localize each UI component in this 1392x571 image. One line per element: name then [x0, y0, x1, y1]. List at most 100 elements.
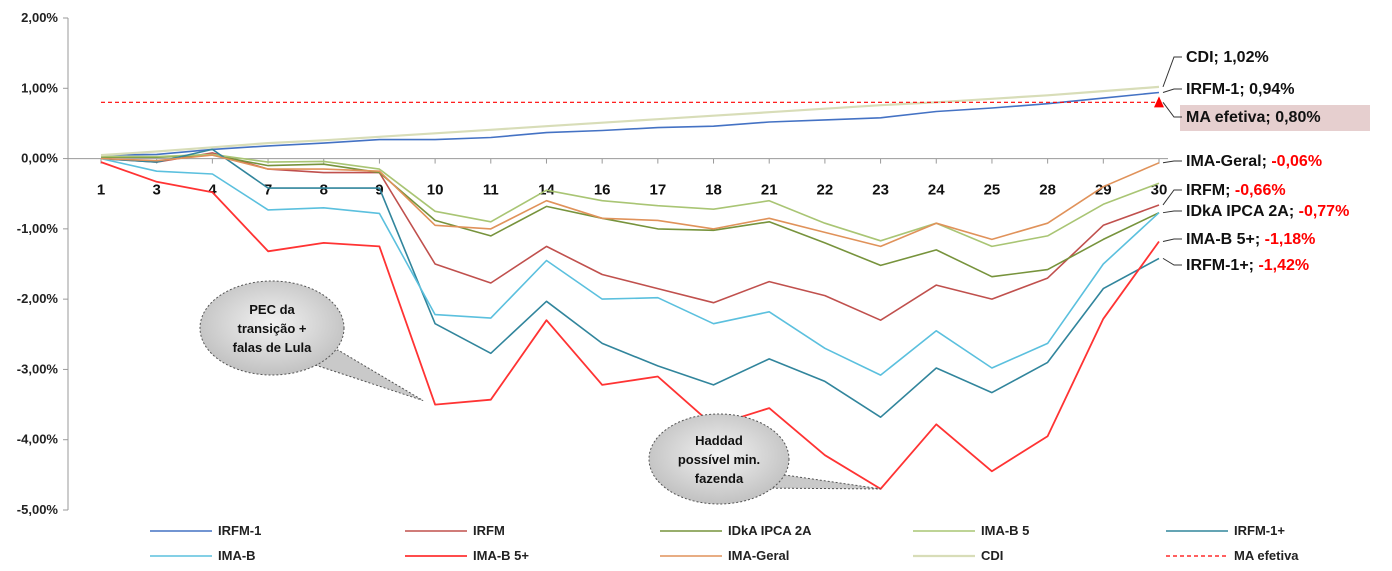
- y-axis: -5,00% -4,00% -3,00% -2,00% -1,00% 0,00% 1,00%…: [17, 10, 69, 517]
- end-label-name: MA efetiva;: [1186, 109, 1275, 126]
- legend-item-cdi: CDI: [913, 548, 1003, 563]
- end-label-value: 1,02%: [1223, 49, 1268, 66]
- y-tick-label: -1,00%: [17, 221, 59, 236]
- x-tick-label: 18: [705, 182, 722, 199]
- x-tick-label: 11: [483, 182, 499, 199]
- x-tick-label: 16: [594, 182, 611, 199]
- y-tick-label: -3,00%: [17, 361, 59, 376]
- end-label-highlight: [1180, 105, 1370, 131]
- end-label-value: -1,42%: [1258, 257, 1309, 274]
- end-label-leader: [1162, 102, 1182, 118]
- legend-label: IDkA IPCA 2A: [728, 523, 812, 538]
- callout-bubble: Haddad possível min. fazenda: [648, 413, 881, 505]
- x-tick-label: 29: [1095, 182, 1112, 199]
- end-label-leader: [1162, 88, 1182, 93]
- legend-label: CDI: [981, 548, 1003, 563]
- legend-item-ima-b-5: IMA-B 5: [913, 523, 1029, 538]
- callout-text: transição +: [237, 321, 306, 336]
- callout-text: Haddad: [695, 433, 743, 448]
- end-label-name: IDkA IPCA 2A;: [1186, 203, 1299, 220]
- legend-label: IMA-Geral: [728, 548, 789, 563]
- end-label-leader: [1162, 56, 1182, 88]
- legend-label: IMA-B 5+: [473, 548, 529, 563]
- end-label-ima-geral: IMA-Geral; -0,06%: [1186, 153, 1322, 170]
- end-label-leader: [1162, 238, 1182, 242]
- x-tick-label: 3: [153, 182, 161, 199]
- end-label-value: -0,06%: [1271, 153, 1322, 170]
- series-line-ima-geral: [100, 154, 1160, 248]
- end-label-irfm-1: IRFM-1; 0,94%: [1186, 81, 1294, 98]
- end-label-name: CDI;: [1186, 49, 1223, 66]
- legend-item-ma-efetiva: MA efetiva: [1166, 548, 1299, 563]
- series-line-ima-b: [100, 157, 1160, 376]
- series-line-ima-b-5: [101, 153, 1160, 248]
- callout-text: possível min.: [678, 452, 760, 467]
- x-tick-label: 21: [761, 182, 778, 199]
- end-label-irfm: IRFM; -0,66%: [1186, 182, 1286, 199]
- series-line-ima-b-5: [100, 161, 1160, 490]
- series-line-idka-ipca-2a: [101, 154, 1160, 278]
- series-line-cdi: [100, 85, 1160, 157]
- end-label-value: -0,66%: [1235, 182, 1286, 199]
- x-tick-label: 4: [208, 182, 217, 199]
- end-label-value: 0,80%: [1275, 109, 1320, 126]
- legend-label: MA efetiva: [1234, 548, 1299, 563]
- end-label-value: -1,18%: [1265, 231, 1316, 248]
- end-label-idka-ipca-2a: IDkA IPCA 2A; -0,77%: [1186, 203, 1349, 220]
- y-tick-label: -4,00%: [17, 432, 59, 447]
- end-label-leader: [1162, 160, 1182, 164]
- annotations: PEC da transição + falas de Lula Haddad poss…: [199, 280, 881, 505]
- callout-text: falas de Lula: [233, 340, 313, 355]
- legend-item-ima-b: IMA-B: [150, 548, 256, 563]
- legend-label: IMA-B 5: [981, 523, 1029, 538]
- series-line-irfm-1: [100, 148, 1160, 419]
- end-label-name: IMA-Geral;: [1186, 153, 1271, 170]
- end-label-cdi: CDI; 1,02%: [1186, 49, 1269, 66]
- legend-label: IMA-B: [218, 548, 256, 563]
- series-group: [100, 85, 1164, 490]
- end-label-irfm-1: IRFM-1+; -1,42%: [1186, 257, 1309, 274]
- legend-item-ima-geral: IMA-Geral: [660, 548, 789, 563]
- x-tick-label: 24: [928, 182, 945, 199]
- y-tick-label: -2,00%: [17, 291, 59, 306]
- y-tick-label: -5,00%: [17, 502, 59, 517]
- end-label-name: IRFM;: [1186, 182, 1235, 199]
- x-tick-label: 10: [427, 182, 444, 199]
- legend-item-idka-ipca-2a: IDkA IPCA 2A: [660, 523, 812, 538]
- series-line-irfm-1: [100, 91, 1160, 156]
- end-label-value: -0,77%: [1299, 203, 1350, 220]
- end-label-ima-b-5: IMA-B 5+; -1,18%: [1186, 231, 1315, 248]
- end-label-name: IMA-B 5+;: [1186, 231, 1265, 248]
- end-label-value: 0,94%: [1249, 81, 1294, 98]
- end-label-name: IRFM-1;: [1186, 81, 1249, 98]
- end-label-name: IRFM-1+;: [1186, 257, 1258, 274]
- end-label-leader: [1162, 257, 1182, 266]
- legend-item-irfm-1: IRFM-1: [150, 523, 261, 538]
- legend-label: IRFM: [473, 523, 505, 538]
- legend-item-irfm-1: IRFM-1+: [1166, 523, 1285, 538]
- y-tick-label: 2,00%: [21, 10, 58, 25]
- legend-label: IRFM-1: [218, 523, 261, 538]
- legend-label: IRFM-1+: [1234, 523, 1285, 538]
- callout-ellipse: [648, 413, 790, 505]
- y-tick-label: 1,00%: [21, 80, 58, 95]
- callout-ellipse: [199, 280, 345, 376]
- callout-bubble: PEC da transição + falas de Lula: [199, 280, 424, 402]
- x-tick-label: 23: [872, 182, 889, 199]
- y-tick-label: 0,00%: [21, 151, 58, 166]
- x-tick-label: 25: [984, 182, 1001, 199]
- ma-efetiva-marker: [1154, 96, 1164, 108]
- callout-text: PEC da: [249, 302, 295, 317]
- end-labels: CDI; 1,02% IRFM-1; 0,94% MA efetiva; 0,80%…: [1162, 49, 1370, 274]
- end-label-ma-efetiva: MA efetiva; 0,80%: [1186, 109, 1321, 126]
- x-tick-label: 8: [320, 182, 328, 199]
- legend-item-ima-b-5: IMA-B 5+: [405, 548, 529, 563]
- x-tick-label: 1: [97, 182, 105, 199]
- legend: IRFM-1 IRFM IDkA IPCA 2A IMA-B 5 IRFM-1+ IMA-…: [150, 523, 1299, 563]
- x-tick-label: 28: [1039, 182, 1056, 199]
- x-tick-label: 7: [264, 182, 272, 199]
- x-tick-label: 30: [1151, 182, 1168, 199]
- legend-item-irfm: IRFM: [405, 523, 505, 538]
- callout-text: fazenda: [695, 471, 744, 486]
